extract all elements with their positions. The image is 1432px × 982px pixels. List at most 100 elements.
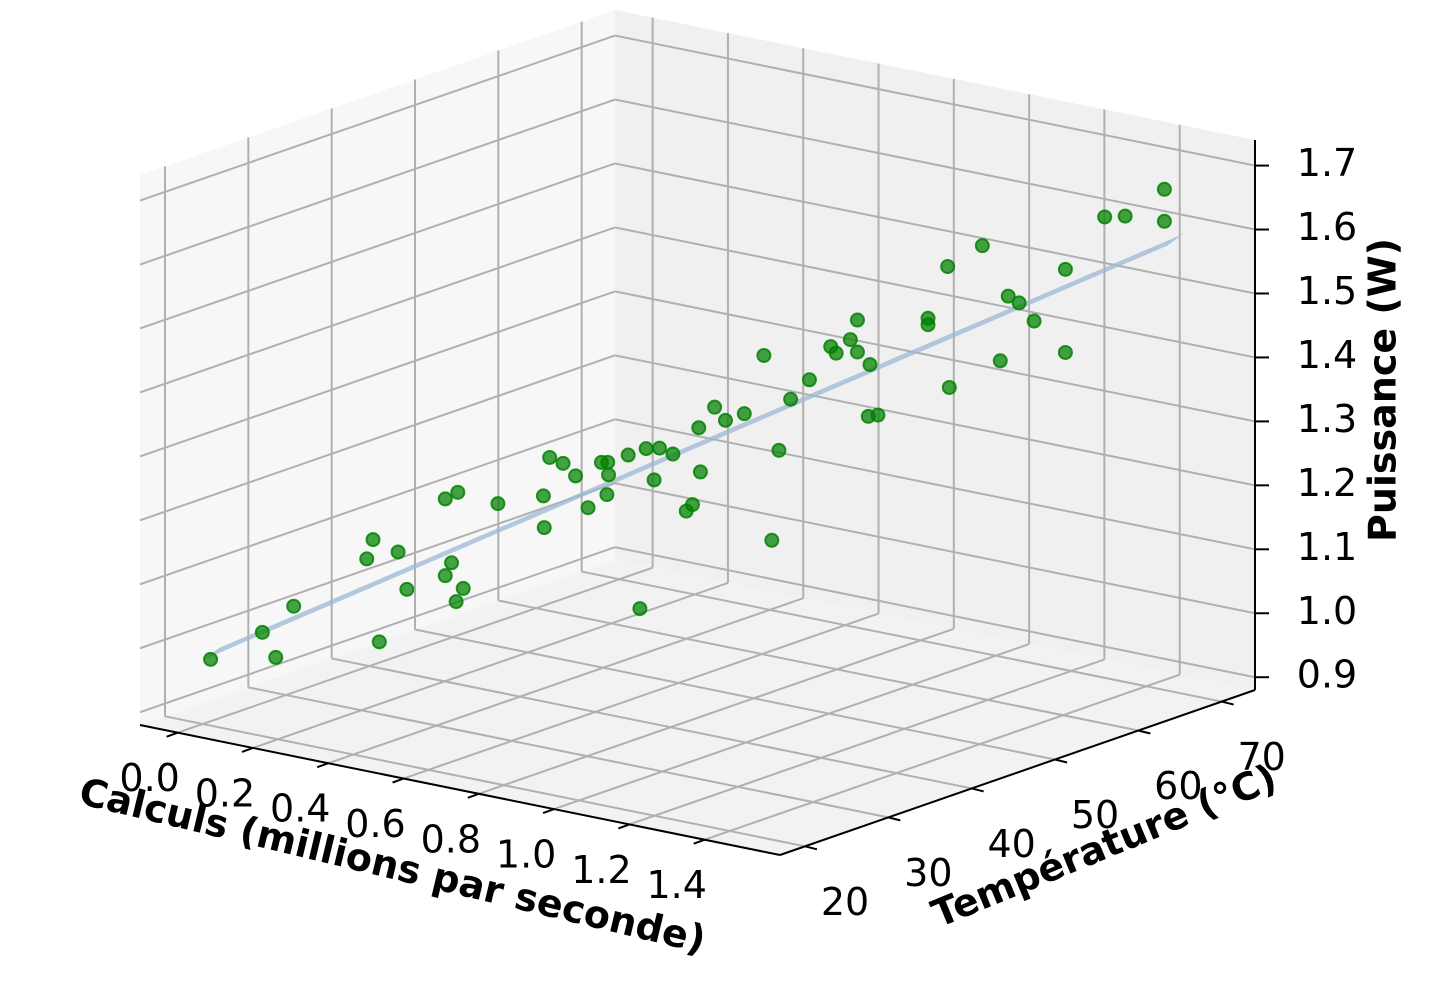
data-point bbox=[920, 317, 936, 333]
x-tick-label: 0.8 bbox=[421, 817, 481, 861]
grid-line bbox=[139, 418, 616, 586]
data-point bbox=[692, 464, 708, 480]
axis-line bbox=[779, 689, 1256, 856]
x-tick-label: 0.2 bbox=[195, 771, 255, 815]
data-point bbox=[359, 551, 375, 567]
x-tick bbox=[618, 823, 630, 830]
grid-line bbox=[498, 599, 1139, 732]
data-point bbox=[1057, 344, 1073, 360]
x-tick bbox=[241, 747, 254, 753]
x-tick-label: 1.4 bbox=[646, 863, 706, 907]
data-point bbox=[568, 468, 584, 484]
data-point bbox=[849, 312, 865, 328]
grid-line bbox=[704, 673, 1181, 841]
grid-line bbox=[614, 482, 1256, 615]
grid-line bbox=[164, 715, 806, 848]
data-point bbox=[771, 442, 787, 458]
data-point bbox=[536, 520, 552, 536]
y-tick-label: 50 bbox=[1071, 793, 1119, 837]
data-point bbox=[756, 347, 772, 363]
data-point bbox=[535, 488, 551, 504]
data-point bbox=[286, 598, 302, 614]
grid-line bbox=[331, 657, 972, 790]
x-tick bbox=[392, 777, 404, 784]
data-point bbox=[632, 601, 648, 617]
data-point bbox=[1000, 288, 1016, 304]
data-point bbox=[1156, 181, 1172, 197]
grid-line bbox=[614, 34, 1256, 167]
grid-line bbox=[414, 628, 1056, 761]
grid-line bbox=[581, 570, 1222, 703]
data-point bbox=[1097, 209, 1113, 225]
grid-line bbox=[614, 98, 1256, 231]
data-point bbox=[599, 487, 615, 503]
y-tick-label: 70 bbox=[1237, 735, 1285, 779]
grid-line bbox=[614, 290, 1256, 423]
y-tick bbox=[1138, 729, 1151, 735]
grid-line bbox=[139, 546, 616, 714]
grid-line bbox=[139, 98, 616, 266]
z-tick-label: 1.6 bbox=[1297, 205, 1357, 249]
data-point bbox=[862, 357, 878, 373]
y-tick bbox=[804, 845, 818, 851]
x-tick-label: 1.2 bbox=[571, 848, 631, 892]
data-point bbox=[707, 399, 723, 415]
grid-line bbox=[139, 482, 616, 650]
data-point bbox=[580, 500, 596, 516]
data-point bbox=[638, 441, 654, 457]
data-point bbox=[542, 449, 558, 465]
data-point bbox=[437, 491, 453, 507]
grid-line bbox=[614, 354, 1256, 487]
data-point bbox=[842, 332, 858, 348]
left-pane bbox=[140, 10, 615, 725]
grid-line bbox=[139, 226, 616, 394]
y-tick-label: 40 bbox=[987, 822, 1035, 866]
grid-line bbox=[614, 418, 1256, 551]
data-point bbox=[371, 634, 387, 650]
z-tick-label: 1.0 bbox=[1297, 589, 1357, 633]
data-point bbox=[685, 497, 700, 513]
data-point bbox=[1057, 261, 1073, 277]
data-point bbox=[600, 454, 616, 470]
data-point bbox=[849, 344, 865, 360]
grid-line bbox=[139, 34, 616, 202]
y-tick bbox=[888, 816, 901, 822]
grid-line bbox=[252, 581, 729, 749]
x-tick-label: 0.0 bbox=[119, 756, 179, 800]
data-point bbox=[801, 372, 817, 388]
data-point bbox=[783, 391, 799, 407]
grid-line bbox=[177, 566, 653, 734]
z-tick-label: 1.2 bbox=[1297, 461, 1357, 505]
axis-line bbox=[139, 724, 781, 856]
z-tick-label: 1.4 bbox=[1297, 333, 1357, 377]
grid-line bbox=[629, 658, 1105, 826]
data-point bbox=[940, 259, 956, 275]
grid-line bbox=[553, 643, 1030, 811]
z-tick-label: 1.5 bbox=[1297, 269, 1357, 313]
x-tick bbox=[166, 731, 178, 738]
x-tick-label: 0.6 bbox=[345, 802, 405, 846]
data-point bbox=[736, 406, 752, 422]
data-point bbox=[717, 412, 733, 428]
data-point bbox=[444, 555, 460, 571]
data-point bbox=[203, 651, 219, 667]
data-point bbox=[448, 594, 464, 610]
z-tick-label: 0.9 bbox=[1297, 653, 1357, 697]
data-point bbox=[764, 532, 780, 548]
grid-line bbox=[139, 162, 616, 330]
data-point bbox=[974, 238, 990, 254]
data-point bbox=[652, 440, 668, 456]
x-tick bbox=[316, 762, 329, 769]
data-point bbox=[1117, 208, 1133, 224]
grid-line bbox=[614, 226, 1256, 359]
z-tick-label: 1.1 bbox=[1297, 525, 1357, 569]
grid-line bbox=[614, 162, 1256, 295]
y-tick-label: 60 bbox=[1154, 764, 1202, 808]
y-tick bbox=[1054, 758, 1068, 764]
z-tick-label: 1.7 bbox=[1297, 141, 1357, 185]
data-point bbox=[268, 649, 284, 665]
data-point bbox=[870, 407, 886, 423]
data-point bbox=[941, 379, 957, 395]
y-tick-label: 20 bbox=[821, 880, 869, 924]
